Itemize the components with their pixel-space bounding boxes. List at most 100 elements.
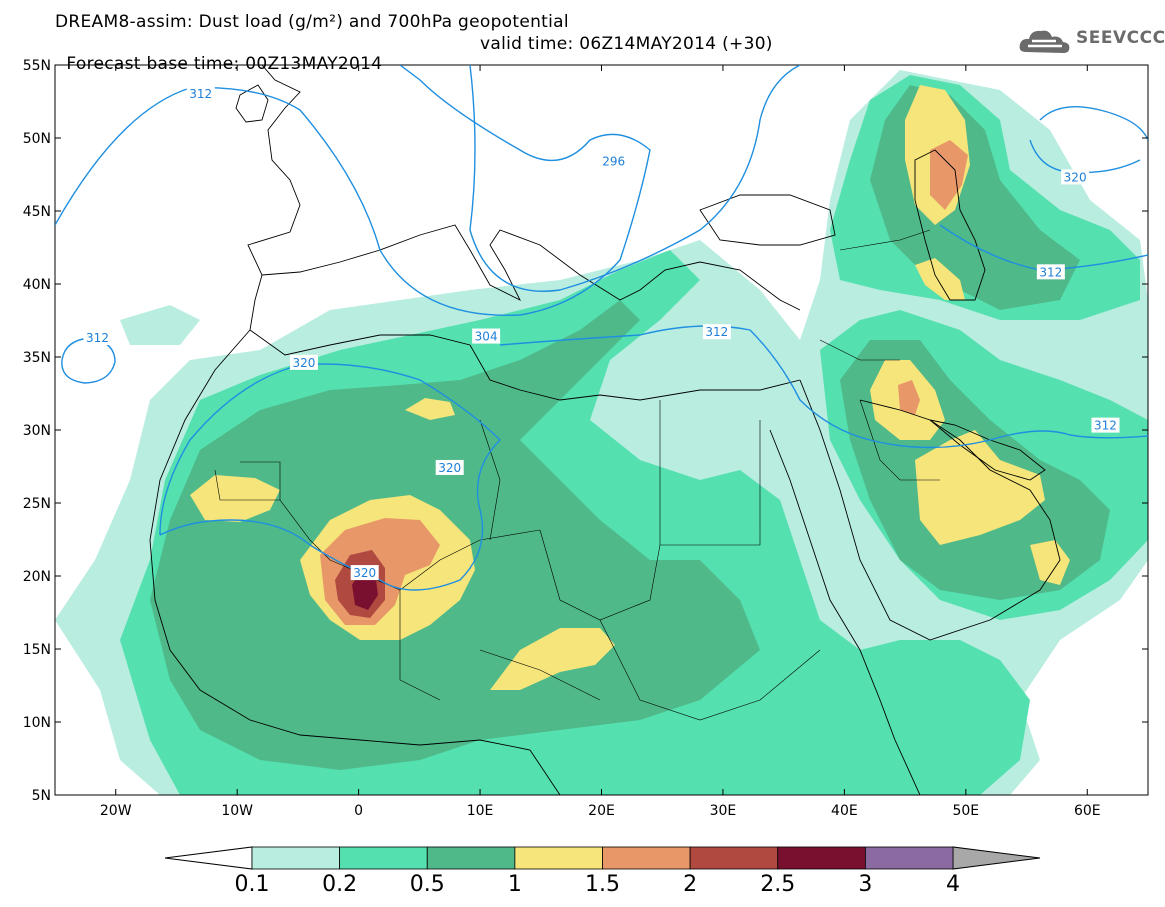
- coast-persian-gulf: [929, 419, 1046, 481]
- contour-label-bg: [289, 354, 318, 370]
- contour-label-bg: [702, 324, 731, 340]
- coast-britain: [235, 84, 269, 123]
- colorbar-label: 2: [683, 872, 697, 897]
- contour-label: 312: [1091, 417, 1120, 433]
- coast-mediterranean-north: [261, 224, 801, 311]
- contour-label: 312: [186, 86, 215, 102]
- lat-label: 25N: [23, 496, 51, 512]
- coastlines: [149, 65, 1061, 795]
- contour-label: 320: [350, 565, 379, 581]
- contour-320-main: [159, 363, 501, 591]
- colorbar-swatch: [777, 846, 866, 870]
- dust-level-1-arabia: [915, 430, 1045, 545]
- colorbar-swatch: [602, 846, 691, 870]
- contour-label-bg: [1061, 169, 1090, 185]
- longitude-axis: 20W 10W 0 10E 20E 30E 40E 50E 60E: [100, 65, 1101, 819]
- lat-label: 35N: [23, 350, 51, 366]
- dust-level-1.5-caspian: [930, 140, 968, 210]
- contour-label: 312: [83, 330, 112, 346]
- contour-312-west: [61, 337, 116, 384]
- contour-312-south: [499, 325, 1148, 449]
- lon-label: 40E: [831, 803, 858, 819]
- map-title: DREAM8-assim: Dust load (g/m²) and 700hP…: [55, 12, 569, 32]
- contour-304: [469, 65, 801, 292]
- coast-north-africa: [249, 329, 801, 401]
- colorbar-swatch: [339, 846, 428, 870]
- colorbar-label: 0.1: [235, 872, 270, 897]
- contour-label: 312: [1036, 264, 1065, 280]
- contour-label: 320: [1061, 169, 1090, 185]
- contour-label-text: 320: [353, 566, 376, 580]
- lon-label: 10W: [221, 803, 253, 819]
- coast-red-sea: [769, 429, 921, 795]
- coast-caspian: [914, 149, 986, 301]
- latitude-axis: 55N 50N 45N 40N 35N 30N 25N 20N 15N 10N 5N: [23, 58, 1148, 804]
- lon-label: 20E: [588, 803, 615, 819]
- contour-label: 296: [599, 153, 628, 169]
- dust-fields: [55, 70, 1148, 795]
- forecast-base-time: Forecast base time: 00Z13MAY2014: [66, 54, 383, 74]
- contour-label-bg: [435, 459, 464, 475]
- dust-level-0.1-westpatch: [120, 305, 200, 345]
- contour-label-bg: [350, 565, 379, 581]
- lat-label: 20N: [23, 569, 51, 585]
- colorbar-label: 4: [946, 872, 960, 897]
- contour-label-text: 312: [705, 325, 728, 339]
- colorbar-swatch: [689, 846, 779, 870]
- colorbar-label: 1: [508, 872, 522, 897]
- lon-label: 0: [354, 803, 363, 819]
- dust-level-1-caucasus: [915, 258, 965, 300]
- contour-label: 304: [472, 328, 501, 344]
- lat-label: 10N: [23, 715, 51, 731]
- lon-label: 60E: [1074, 803, 1101, 819]
- contour-label-text: 312: [86, 331, 109, 345]
- lon-label: 50E: [952, 803, 979, 819]
- dust-level-1-mauritania: [190, 475, 280, 522]
- contour-label-text: 312: [1094, 419, 1117, 433]
- contour-label-text: 320: [438, 461, 461, 475]
- colorbar-swatch: [426, 846, 516, 870]
- dust-level-1-libya: [405, 398, 455, 420]
- contour-label-bg: [1091, 417, 1120, 433]
- contour-label-bg: [186, 86, 215, 102]
- contour-label-text: 296: [602, 154, 625, 168]
- geopotential-labels: 312 296 320 312 304 312 312 320 320 312 320: [83, 86, 1120, 581]
- coast-europe-west: [247, 65, 301, 331]
- dust-level-1-oman: [1030, 540, 1070, 585]
- coast-arabia: [799, 379, 1061, 641]
- lat-label: 50N: [23, 131, 51, 147]
- contour-label-bg: [1036, 264, 1065, 280]
- contour-label-text: 312: [1039, 265, 1062, 279]
- dust-level-1-chad: [490, 628, 615, 690]
- contour-312-north: [55, 65, 651, 317]
- colorbar-label: 1.5: [585, 872, 620, 897]
- colorbar-swatch: [251, 846, 341, 870]
- lat-label: 40N: [23, 277, 51, 293]
- lat-label: 30N: [23, 423, 51, 439]
- geopotential-contours: [55, 65, 1148, 591]
- lat-label: 55N: [23, 58, 51, 74]
- coast-west-africa: [149, 329, 561, 795]
- contour-label-text: 304: [475, 330, 498, 344]
- cloud-icon: [1019, 30, 1070, 53]
- lat-label: 45N: [23, 204, 51, 220]
- contour-label-bg: [599, 153, 628, 169]
- colorbar-swatch: [864, 846, 954, 870]
- valid-time: valid time: 06Z14MAY2014 (+30): [480, 34, 773, 54]
- lon-label: 30E: [710, 803, 737, 819]
- contour-label: 320: [289, 354, 318, 370]
- contour-label-text: 320: [293, 356, 316, 370]
- lat-label: 15N: [23, 642, 51, 658]
- contour-label-bg: [83, 330, 112, 346]
- contour-label-text: 312: [189, 87, 212, 101]
- colorbar-label: 3: [858, 872, 872, 897]
- colorbar: 0.1 0.2 0.5 1 1.5 2 2.5 3 4: [164, 846, 1041, 897]
- colorbar-under-arrow: [164, 846, 253, 870]
- dust-level-1.5-iraq: [898, 380, 920, 415]
- logo-text: SEEVCCC: [1076, 28, 1165, 48]
- map-subtitle: Forecast base time: 00Z13MAY2014 valid t…: [55, 34, 772, 94]
- border-lines: [214, 229, 940, 721]
- colorbar-over-arrow: [952, 846, 1041, 870]
- coast-black-sea: [699, 194, 836, 246]
